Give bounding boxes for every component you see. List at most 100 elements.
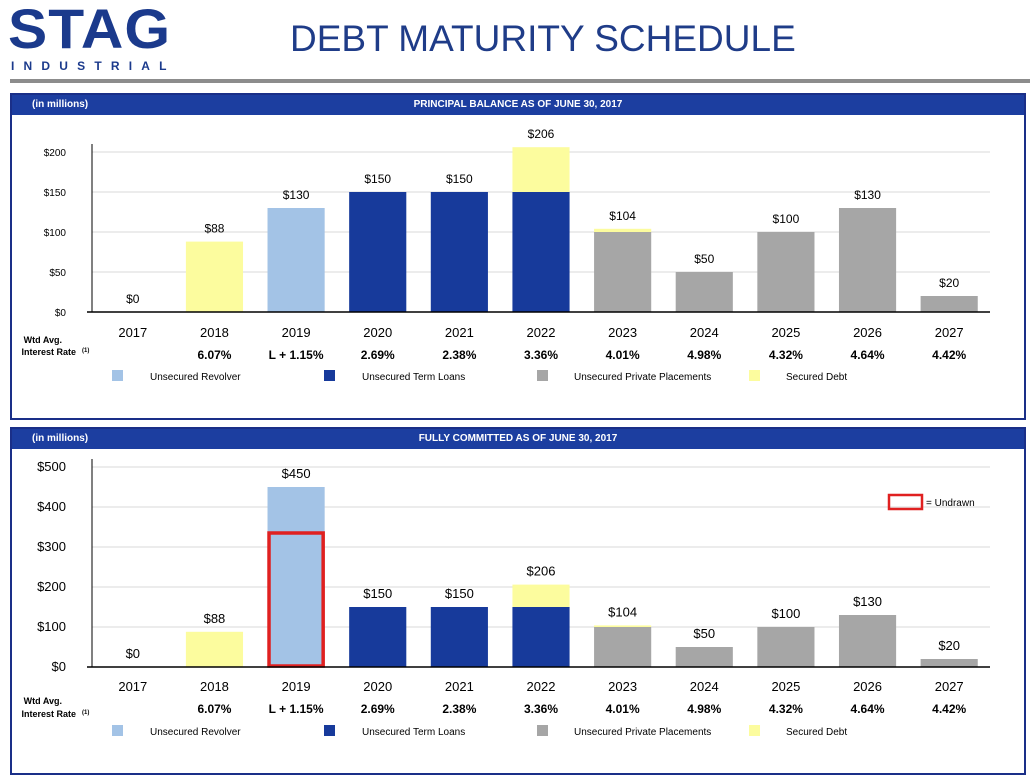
y-tick-label: $0 [55, 308, 67, 319]
bar-value-label: $450 [282, 466, 311, 481]
x-tick-label: 2024 [690, 679, 719, 694]
bar-segment [349, 192, 407, 312]
x-tick-label: 2027 [935, 679, 964, 694]
y-tick-label: $200 [44, 148, 67, 159]
bar-value-label: $20 [939, 276, 959, 290]
interest-rate-label: 4.32% [769, 702, 803, 716]
y-tick-label: $0 [52, 659, 66, 674]
interest-rate-label: 4.64% [851, 702, 885, 716]
bar-segment [349, 607, 407, 667]
bar-value-label: $100 [773, 212, 800, 226]
interest-rate-label: 4.42% [932, 348, 966, 362]
bar-segment [920, 296, 978, 312]
x-tick-label: 2019 [282, 325, 311, 340]
x-tick-label: 2023 [608, 325, 637, 340]
legend-label: Unsecured Private Placements [574, 372, 711, 383]
interest-rate-label: 4.98% [687, 348, 721, 362]
rate-footnote: (1) [82, 710, 89, 716]
rate-footnote: (1) [82, 348, 89, 354]
bar-segment [430, 192, 488, 312]
x-tick-label: 2023 [608, 679, 637, 694]
legend-label: Unsecured Term Loans [362, 727, 465, 738]
bar-segment [838, 208, 897, 312]
rate-row-label: Interest Rate [21, 347, 76, 357]
legend-label: Unsecured Revolver [150, 727, 241, 738]
legend-label: Unsecured Private Placements [574, 727, 711, 738]
interest-rate-label: 2.69% [361, 348, 395, 362]
bar-value-label: $150 [445, 586, 474, 601]
logo-subtext: INDUSTRIAL [11, 59, 176, 73]
bar-value-label: $150 [364, 172, 391, 186]
rate-row-label: Wtd Avg. [24, 335, 62, 345]
x-tick-label: 2021 [445, 679, 474, 694]
bar-segment [838, 615, 897, 667]
bar-value-label: $206 [528, 127, 555, 141]
bar-value-label: $206 [527, 564, 556, 579]
bar-value-label: $150 [446, 172, 473, 186]
undrawn-legend-label: = Undrawn [926, 498, 975, 509]
interest-rate-label: 6.07% [197, 348, 231, 362]
bar-value-label: $104 [608, 604, 637, 619]
legend-label: Unsecured Term Loans [362, 372, 465, 383]
bar-segment [594, 228, 652, 232]
bar-segment [267, 208, 325, 312]
bar-value-label: $130 [853, 594, 882, 609]
principal-balance-panel: (in millions) PRINCIPAL BALANCE AS OF JU… [10, 93, 1026, 420]
chart-title: PRINCIPAL BALANCE AS OF JUNE 30, 2017 [413, 99, 623, 110]
bar-value-label: $130 [854, 188, 881, 202]
bar-segment [512, 584, 570, 607]
interest-rate-label: 4.01% [606, 702, 640, 716]
y-tick-label: $100 [37, 619, 66, 634]
bar-value-label: $104 [609, 209, 636, 223]
bar-segment [594, 232, 652, 312]
y-tick-label: $100 [44, 228, 67, 239]
stag-logo: STAG INDUSTRIAL [8, 0, 178, 74]
x-tick-label: 2019 [282, 679, 311, 694]
bar-segment [512, 147, 570, 192]
bar-segment [757, 627, 815, 667]
rate-row-label: Wtd Avg. [24, 696, 62, 706]
x-tick-label: 2022 [527, 325, 556, 340]
bar-value-label: $88 [204, 222, 224, 236]
x-tick-label: 2018 [200, 325, 229, 340]
bar-value-label: $88 [204, 611, 226, 626]
bar-segment [430, 607, 488, 667]
principal-balance-chart: $0 $50 $100 $150 $200 $0 2017 $88 2018 6.07% $130 2… [21, 127, 990, 383]
bar-value-label: $0 [126, 646, 140, 661]
bar-segment [675, 272, 733, 312]
interest-rate-label: 3.36% [524, 702, 558, 716]
x-tick-label: 2026 [853, 679, 882, 694]
title-divider [10, 79, 1030, 83]
x-tick-label: 2017 [118, 679, 147, 694]
x-tick-label: 2024 [690, 325, 719, 340]
x-tick-label: 2017 [118, 325, 147, 340]
y-tick-label: $150 [44, 188, 67, 199]
panel-header: (in millions) PRINCIPAL BALANCE AS OF JU… [12, 95, 1024, 115]
interest-rate-label: 4.42% [932, 702, 966, 716]
legend-swatch [112, 370, 123, 381]
legend-swatch [112, 725, 123, 736]
bar-value-label: $50 [693, 626, 715, 641]
bar-value-label: $130 [283, 188, 310, 202]
page-title: DEBT MATURITY SCHEDULE [290, 18, 796, 59]
undrawn-outline [267, 531, 325, 668]
bar-segment [594, 625, 652, 627]
fully-committed-chart: $0 $100 $200 $300 $400 $500 $0 2017 $88 2018 6.07%… [21, 459, 990, 738]
x-tick-label: 2025 [771, 679, 800, 694]
x-tick-label: 2020 [363, 325, 392, 340]
interest-rate-label: 2.69% [361, 702, 395, 716]
x-tick-label: 2021 [445, 325, 474, 340]
interest-rate-label: 4.32% [769, 348, 803, 362]
bar-segment [594, 627, 652, 667]
legend-swatch [749, 725, 760, 736]
bar-value-label: $100 [771, 606, 800, 621]
bar-segment [267, 487, 325, 667]
bar-segment [512, 607, 570, 667]
legend-swatch [324, 725, 335, 736]
x-tick-label: 2020 [363, 679, 392, 694]
y-tick-label: $300 [37, 539, 66, 554]
bar-value-label: $0 [126, 292, 140, 306]
x-tick-label: 2025 [771, 325, 800, 340]
x-tick-label: 2022 [527, 679, 556, 694]
y-tick-label: $400 [37, 499, 66, 514]
